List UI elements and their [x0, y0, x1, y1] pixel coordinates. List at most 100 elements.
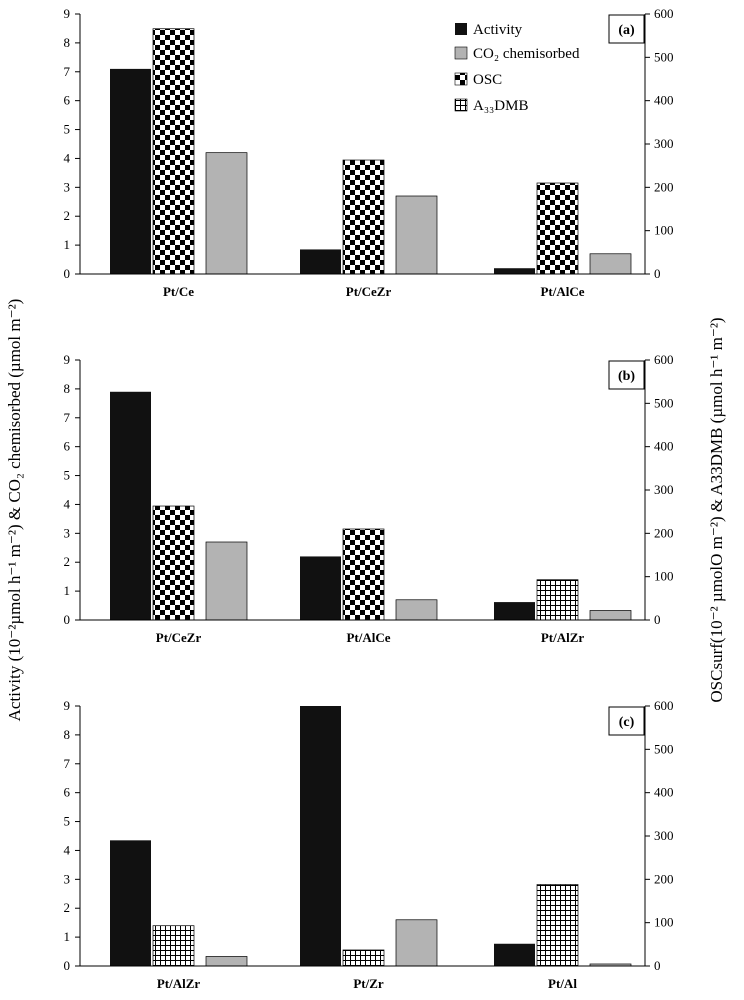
- left-tick-label: 2: [64, 900, 71, 915]
- legend-swatch-activity: [455, 23, 467, 35]
- panel-b: 0 1 2 3 4 5 6 7 8 9 0 100 200 300 400 500 600 Pt/CeZr Pt/A…: [64, 352, 674, 645]
- right-tick-label: 300: [654, 482, 674, 497]
- bar-b-pt-alce-osc: [342, 528, 385, 621]
- bar-a-pt-cezr-activity: [300, 249, 341, 274]
- left-tick-label: 7: [64, 410, 71, 425]
- left-tick-label: 9: [64, 6, 71, 21]
- legend-swatch-osc: [454, 72, 468, 86]
- bar-a-pt-cezr-co2: [395, 195, 438, 275]
- left-tick-label: 1: [64, 237, 71, 252]
- left-tick-label: 8: [64, 727, 71, 742]
- left-tick-label: 1: [64, 929, 71, 944]
- bar-c-pt-zr-a33dmb: [342, 949, 385, 967]
- bar-a-pt-ce-co2: [205, 152, 248, 275]
- right-tick-label: 600: [654, 698, 674, 713]
- bar-a-pt-ce-osc: [152, 28, 195, 275]
- category-label: Pt/Ce: [163, 284, 194, 299]
- right-tick-label: 500: [654, 741, 674, 756]
- right-tick-label: 200: [654, 179, 674, 194]
- left-tick-label: 0: [64, 612, 71, 627]
- left-tick-label: 2: [64, 208, 71, 223]
- legend-label-co2: CO₂ chemisorbed: [473, 46, 580, 62]
- right-axis-title: OSCsurf(10⁻² µmolO m⁻²) & A33DMB (µmol h…: [707, 317, 726, 702]
- left-tick-label: 4: [64, 496, 71, 511]
- right-tick-label: 600: [654, 6, 674, 21]
- left-tick-label: 5: [64, 814, 71, 829]
- right-tick-label: 400: [654, 785, 674, 800]
- right-tick-label: 300: [654, 136, 674, 151]
- panel-label: (c): [619, 715, 635, 730]
- bar-c-pt-alzr-co2: [205, 956, 248, 967]
- bar-c-pt-zr-co2: [395, 919, 438, 967]
- left-tick-label: 2: [64, 554, 71, 569]
- left-tick-label: 3: [64, 179, 71, 194]
- category-label: Pt/AlZr: [157, 976, 201, 991]
- left-tick-label: 4: [64, 150, 71, 165]
- panel-label-box: [608, 706, 645, 736]
- right-tick-label: 0: [654, 266, 661, 281]
- bar-a-pt-alce-activity: [494, 268, 535, 274]
- left-axis-title: Activity (10⁻²µmol h⁻¹ m⁻²) & CO₂ chemis…: [5, 299, 24, 722]
- panel-c: 0 1 2 3 4 5 6 7 8 9 0 100 200 300 400 500 600 Pt/AlZr Pt/Z…: [64, 698, 674, 991]
- bar-b-pt-cezr-co2: [205, 541, 248, 621]
- category-label: Pt/AlCe: [540, 284, 584, 299]
- legend-label-a33dmb: A₃₃DMB: [473, 98, 528, 114]
- right-tick-label: 0: [654, 612, 661, 627]
- right-tick-label: 200: [654, 871, 674, 886]
- bar-a-pt-alce-co2: [589, 253, 632, 275]
- left-tick-label: 6: [64, 93, 71, 108]
- bar-b-pt-alzr-activity: [494, 602, 535, 620]
- left-tick-label: 9: [64, 698, 71, 713]
- right-tick-label: 0: [654, 958, 661, 973]
- left-tick-label: 7: [64, 64, 71, 79]
- right-tick-label: 100: [654, 223, 674, 238]
- left-tick-label: 7: [64, 756, 71, 771]
- right-tick-label: 600: [654, 352, 674, 367]
- bar-b-pt-cezr-activity: [110, 391, 151, 620]
- bar-c-pt-al-activity: [494, 943, 535, 966]
- left-tick-label: 5: [64, 468, 71, 483]
- category-label: Pt/AlCe: [346, 630, 390, 645]
- right-tick-label: 500: [654, 395, 674, 410]
- bar-a-pt-ce-activity: [110, 68, 151, 274]
- bar-a-pt-cezr-osc: [342, 159, 385, 275]
- panel-label-box: [608, 360, 645, 390]
- right-tick-label: 400: [654, 93, 674, 108]
- bar-c-pt-alzr-a33dmb: [152, 925, 195, 967]
- legend-swatch-a33dmb: [454, 98, 468, 112]
- legend: Activity CO₂ chemisorbed OSC A₃₃DMB: [454, 22, 580, 114]
- category-label: Pt/CeZr: [156, 630, 202, 645]
- left-tick-label: 8: [64, 35, 71, 50]
- right-tick-label: 100: [654, 915, 674, 930]
- panel-label-box: [608, 14, 645, 44]
- legend-label-activity: Activity: [473, 22, 523, 38]
- category-label: Pt/Al: [548, 976, 577, 991]
- panel-a: 0 1 2 3 4 5 6 7 8 9 0 100 200 300 400 500 600 Pt/Ce Pt/CeZ…: [64, 6, 674, 299]
- left-tick-label: 6: [64, 785, 71, 800]
- left-tick-label: 0: [64, 958, 71, 973]
- bar-c-pt-zr-activity: [300, 706, 341, 966]
- bar-b-pt-alzr-co2: [589, 610, 632, 621]
- bar-c-pt-alzr-activity: [110, 840, 151, 966]
- right-tick-label: 400: [654, 439, 674, 454]
- category-label: Pt/AlZr: [541, 630, 585, 645]
- bar-c-pt-al-a33dmb: [536, 884, 579, 967]
- right-tick-label: 500: [654, 49, 674, 64]
- left-tick-label: 6: [64, 439, 71, 454]
- right-tick-label: 200: [654, 525, 674, 540]
- panel-label: (b): [618, 369, 635, 384]
- bar-b-pt-alzr-a33dmb: [536, 579, 579, 621]
- legend-swatch-co2: [454, 46, 468, 60]
- left-tick-label: 0: [64, 266, 71, 281]
- left-tick-label: 8: [64, 381, 71, 396]
- right-tick-label: 300: [654, 828, 674, 843]
- legend-label-osc: OSC: [473, 72, 502, 88]
- left-tick-label: 1: [64, 583, 71, 598]
- left-tick-label: 3: [64, 871, 71, 886]
- bar-a-pt-alce-osc: [536, 182, 579, 275]
- category-label: Pt/CeZr: [346, 284, 392, 299]
- right-tick-label: 100: [654, 569, 674, 584]
- left-tick-label: 5: [64, 122, 71, 137]
- left-tick-label: 3: [64, 525, 71, 540]
- bar-b-pt-cezr-osc: [152, 505, 195, 621]
